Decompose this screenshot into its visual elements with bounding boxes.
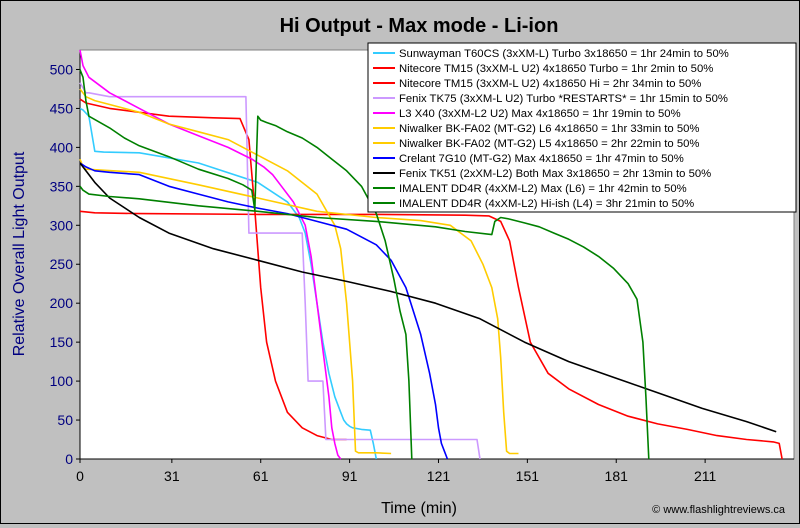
copyright-text: © www.flashlightreviews.ca xyxy=(652,504,786,516)
legend-entry: L3 X40 (3xXM-L2 U2) Max 4x18650 = 1hr 19… xyxy=(399,108,681,120)
legend-entry: Fenix TK51 (2xXM-L2) Both Max 3x18650 = … xyxy=(399,168,711,180)
y-tick-label: 500 xyxy=(50,61,74,77)
x-tick-label: 0 xyxy=(76,468,84,484)
y-tick-label: 400 xyxy=(50,139,74,155)
x-tick-label: 91 xyxy=(342,468,358,484)
x-tick-label: 121 xyxy=(427,468,451,484)
legend: Sunwayman T60CS (3xXM-L) Turbo 3x18650 =… xyxy=(367,42,797,213)
x-tick-label: 151 xyxy=(516,468,540,484)
y-tick-label: 150 xyxy=(50,334,74,350)
legend-entry: Nitecore TM15 (3xXM-L U2) 4x18650 Turbo … xyxy=(399,63,713,75)
chart-title: Hi Output - Max mode - Li-ion xyxy=(280,15,559,37)
y-tick-label: 50 xyxy=(57,412,73,428)
x-tick-label: 211 xyxy=(694,468,717,484)
x-tick-label: 61 xyxy=(253,468,269,484)
legend-entry: Niwalker BK-FA02 (MT-G2) L5 4x18650 = 2h… xyxy=(399,138,699,150)
y-tick-label: 450 xyxy=(50,100,74,116)
legend-entry: Niwalker BK-FA02 (MT-G2) L6 4x18650 = 1h… xyxy=(399,123,699,135)
y-tick-label: 200 xyxy=(50,295,74,311)
x-axis-label: Time (min) xyxy=(381,500,457,517)
x-tick-label: 31 xyxy=(164,468,180,484)
series-line-4 xyxy=(79,82,481,460)
series-layer xyxy=(79,49,783,460)
y-tick-label: 0 xyxy=(65,451,73,467)
legend-entry: IMALENT DD4R (4xXM-L2) Max (L6) = 1hr 42… xyxy=(399,183,687,195)
legend-box xyxy=(367,42,797,213)
legend-entry: Crelant 7G10 (MT-G2) Max 4x18650 = 1hr 4… xyxy=(399,153,684,165)
x-axis: 0 31 61 91 121 151 181 211 xyxy=(76,458,794,484)
series-line-9 xyxy=(79,162,777,433)
legend-entry: IMALENT DD4R (4xXM-L2) Hi-ish (L4) = 3hr… xyxy=(399,198,694,210)
y-axis: 0 50 100 150 200 250 300 350 400 450 500 xyxy=(50,50,81,467)
series-line-3 xyxy=(79,210,783,460)
y-tick-label: 100 xyxy=(50,373,74,389)
legend-entry: Fenix TK75 (3xXM-L U2) Turbo *RESTARTS* … xyxy=(399,93,728,105)
series-line-5 xyxy=(79,49,342,460)
series-line-11 xyxy=(79,185,650,460)
y-tick-label: 250 xyxy=(50,256,74,272)
x-tick-label: 181 xyxy=(605,468,629,484)
legend-entry: Nitecore TM15 (3xXM-L U2) 4x18650 Hi = 2… xyxy=(399,78,701,90)
legend-entry: Sunwayman T60CS (3xXM-L) Turbo 3x18650 =… xyxy=(399,48,729,60)
series-line-10 xyxy=(79,69,413,460)
y-tick-label: 300 xyxy=(50,217,74,233)
y-tick-label: 350 xyxy=(50,178,74,194)
series-line-8 xyxy=(79,162,449,460)
series-line-7 xyxy=(79,158,519,455)
series-line-6 xyxy=(79,88,392,455)
y-axis-label: Relative Overall Light Output xyxy=(11,151,28,356)
